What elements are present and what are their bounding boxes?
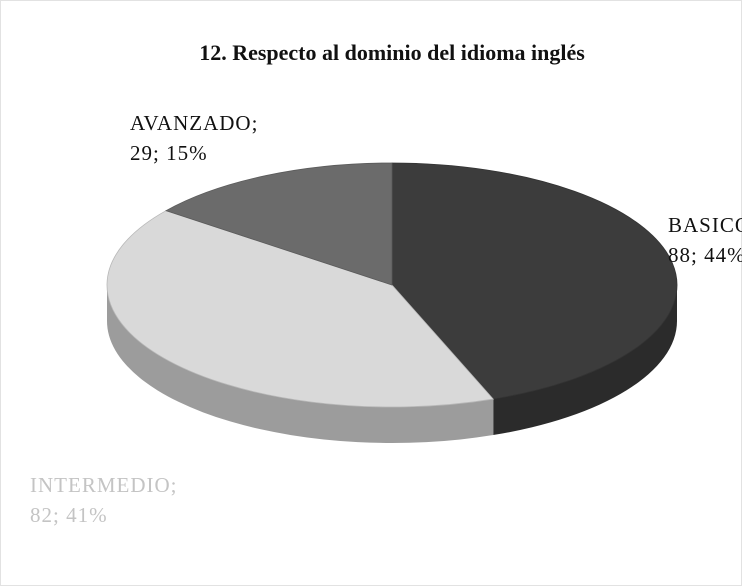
data-label-line: INTERMEDIO; xyxy=(30,473,177,497)
pie xyxy=(106,162,678,444)
data-labels: BASICO; 88; 44% INTERMEDIO; 82; 41% AVANZADO… xyxy=(30,111,742,527)
data-label: AVANZADO; 29; 15% xyxy=(130,111,258,165)
data-label-line: 82; 41% xyxy=(30,503,108,527)
chart-title: 12. Respecto al dominio del idioma inglé… xyxy=(199,40,585,65)
data-label-line: AVANZADO; xyxy=(130,111,258,135)
slice-side xyxy=(493,285,677,436)
data-label-line: 88; 44% xyxy=(668,243,742,267)
data-label-line: BASICO; xyxy=(668,213,742,237)
data-label: INTERMEDIO; 82; 41% xyxy=(30,473,177,527)
slice xyxy=(391,162,678,400)
slice xyxy=(106,210,495,408)
data-label: BASICO; 88; 44% xyxy=(668,213,742,267)
data-label-line: 29; 15% xyxy=(130,141,208,165)
slice-side xyxy=(107,285,494,444)
slice xyxy=(165,162,393,286)
